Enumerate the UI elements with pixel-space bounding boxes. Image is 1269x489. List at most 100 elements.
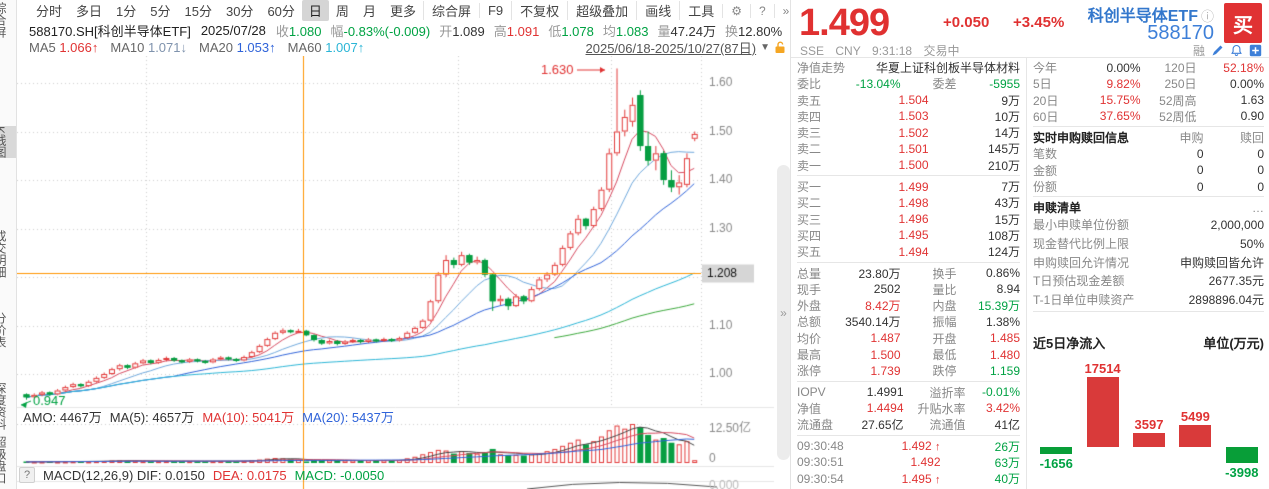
more-icon[interactable]: … [1252, 200, 1264, 215]
level-volume: 43万 [994, 196, 1020, 211]
period-tab-30分[interactable]: 30分 [225, 4, 254, 19]
section-divider [797, 434, 1020, 436]
ask-row-1[interactable]: 卖一 1.500 210万 [797, 157, 1020, 173]
level-volume: 10万 [994, 109, 1020, 124]
ask-row-4[interactable]: 卖四 1.503 10万 [797, 108, 1020, 124]
stat-row: 流通盘 27.65亿 流通值 41亿 [797, 418, 1020, 433]
unlock-icon[interactable] [774, 41, 786, 54]
subscription-row: 笔数 0 0 [1033, 146, 1264, 162]
redeem-row: 现金替代比例上限 50% [1033, 236, 1264, 252]
period-tab-月[interactable]: 月 [362, 4, 376, 19]
last-price: 1.499 [799, 2, 890, 44]
tick-price: 1.492 ↑ [901, 439, 941, 454]
field-value: 1.080 [288, 23, 322, 39]
level-label: 买三 [797, 212, 822, 227]
stat-value: 1.739 [870, 363, 901, 378]
field-label: 幅 [330, 23, 344, 39]
left-tab-4[interactable]: 分价表 [0, 312, 16, 348]
left-tab-3[interactable]: 成交明细 [0, 230, 16, 278]
level-price: 1.501 [898, 141, 929, 156]
redeem-row: 申购赎回允许情况 申购赎回皆允许 [1033, 255, 1264, 270]
symbol-code: 588170.SH[科创半导体ETF] [29, 23, 191, 39]
ma-value: 1.071↓ [147, 40, 188, 55]
chart-toolbar: 分时 多日 1分 5分 15分 30分 60分日周月更多 综合屏 F9 不复权 超级叠加 画线 工具 ⚙… [17, 0, 790, 21]
weibi-value: -13.04% [855, 76, 901, 91]
level-price: 1.500 [898, 158, 929, 173]
period-tab-1分[interactable]: 1分 [116, 4, 137, 19]
flow-value: -3998 [1225, 464, 1259, 480]
bid-row-3[interactable]: 买三 1.496 15万 [797, 211, 1020, 227]
menu-item-画线[interactable]: 画线 [636, 1, 679, 20]
fund-name: 华夏上证科创板半导体材料 [875, 61, 1020, 75]
flow-bar-10-23 [1179, 425, 1212, 447]
date-range[interactable]: 2025/06/18-2025/10/27(87日) [585, 41, 757, 56]
amo-legend: AMO: 4467万 MA(5): 4657万 MA(10): 5041万 MA(20… [23, 407, 402, 426]
level-volume: 15万 [994, 212, 1020, 227]
period-tab-更多[interactable]: 更多 [389, 4, 416, 19]
period-tab-分时[interactable]: 分时 [36, 4, 63, 19]
ask-row-3[interactable]: 卖三 1.502 14万 [797, 124, 1020, 141]
bid-row-5[interactable]: 买五 1.494 124万 [797, 243, 1020, 260]
more-chevrons-icon[interactable]: » [773, 3, 798, 18]
panel-expander[interactable]: » [777, 165, 790, 460]
field-开: 开1.089 [439, 24, 485, 39]
level-price: 1.503 [898, 109, 929, 124]
field-value: 47.24万 [670, 23, 717, 39]
period-tab-周[interactable]: 周 [335, 4, 349, 19]
ask-row-5[interactable]: 卖五 1.504 9万 [797, 92, 1020, 108]
menu-item-综合屏[interactable]: 综合屏 [422, 1, 479, 20]
ohlc-fields: 收1.080 幅-0.83%(-0.009) 开1.089 高1.091 低1.078 均… [276, 21, 790, 39]
left-tab-strip: 综合屏 K线图成交明细分价表深度资料超级盘口 [0, 0, 17, 489]
weicha-value: -5955 [989, 76, 1020, 91]
left-tab-6[interactable]: 超级盘口 [0, 436, 16, 484]
stat-row: 涨停 1.739 跌停 1.159 [797, 363, 1020, 379]
ma-label: MA5 [29, 40, 60, 55]
help-icon[interactable]: ? [19, 467, 35, 483]
period-tab-日[interactable]: 日 [301, 0, 329, 21]
help-icon[interactable]: ? [749, 3, 774, 18]
menu-item-不复权[interactable]: 不复权 [511, 1, 567, 20]
buy-button[interactable]: 买 [1224, 3, 1262, 43]
bell-icon[interactable] [1230, 44, 1243, 57]
level-price: 1.499 [898, 179, 929, 194]
period-tab-60分[interactable]: 60分 [267, 4, 295, 19]
pencil-icon[interactable] [1211, 44, 1224, 57]
stat-value: 2502 [873, 282, 901, 297]
candlestick-chart[interactable] [17, 56, 790, 489]
info-icon[interactable]: ⓘ [1200, 9, 1214, 24]
section-divider [797, 380, 1020, 382]
field-均: 均1.083 [603, 24, 649, 39]
ask-row-2[interactable]: 卖二 1.501 145万 [797, 140, 1020, 157]
bid-row-1[interactable]: 买一 1.499 7万 [797, 178, 1020, 195]
period-tab-多日[interactable]: 多日 [76, 4, 103, 19]
crosshair-date: 2025/07/28 [200, 22, 266, 38]
field-value: 1.083 [615, 23, 649, 39]
perf-row: 今年 0.00% 120日 52.18% [1033, 60, 1264, 76]
date-range-box[interactable]: 2025/06/18-2025/10/27(87日) ▼ [586, 38, 786, 57]
gear-icon[interactable]: ⚙ [722, 3, 750, 18]
chevron-down-icon[interactable]: ▼ [760, 42, 770, 53]
left-tab-2[interactable]: K线图 [0, 126, 16, 159]
menu-item-F9[interactable]: F9 [478, 3, 511, 18]
period-tab-15分[interactable]: 15分 [184, 4, 212, 19]
level-price: 1.498 [898, 195, 929, 210]
menu-item-超级叠加[interactable]: 超级叠加 [567, 1, 636, 20]
nav-title[interactable]: 净值走势 [797, 61, 846, 75]
period-tab-5分[interactable]: 5分 [150, 4, 171, 19]
add-icon[interactable] [1249, 44, 1262, 57]
stat-value: 8.42万 [865, 299, 901, 314]
left-tab-1[interactable]: 综合屏 [0, 2, 16, 38]
field-value: 1.091 [506, 23, 540, 39]
perf-value: 15.75% [1099, 93, 1141, 108]
left-tab-5[interactable]: 深度资料 [0, 382, 16, 430]
up-arrow-icon: ↑ [935, 441, 941, 454]
macd-legend-item: MACD: -0.0050 [294, 467, 385, 483]
section-divider [1033, 196, 1264, 198]
field-label: 低 [548, 23, 562, 39]
bid-row-4[interactable]: 买四 1.495 108万 [797, 227, 1020, 243]
amo-legend-item: MA(20): 5437万 [302, 410, 394, 425]
menu-item-工具[interactable]: 工具 [679, 1, 722, 20]
ma-item-MA20: MA20 1.053↑ [199, 40, 276, 55]
bid-row-2[interactable]: 买二 1.498 43万 [797, 194, 1020, 211]
left-tab-label: K线图 [0, 126, 7, 159]
